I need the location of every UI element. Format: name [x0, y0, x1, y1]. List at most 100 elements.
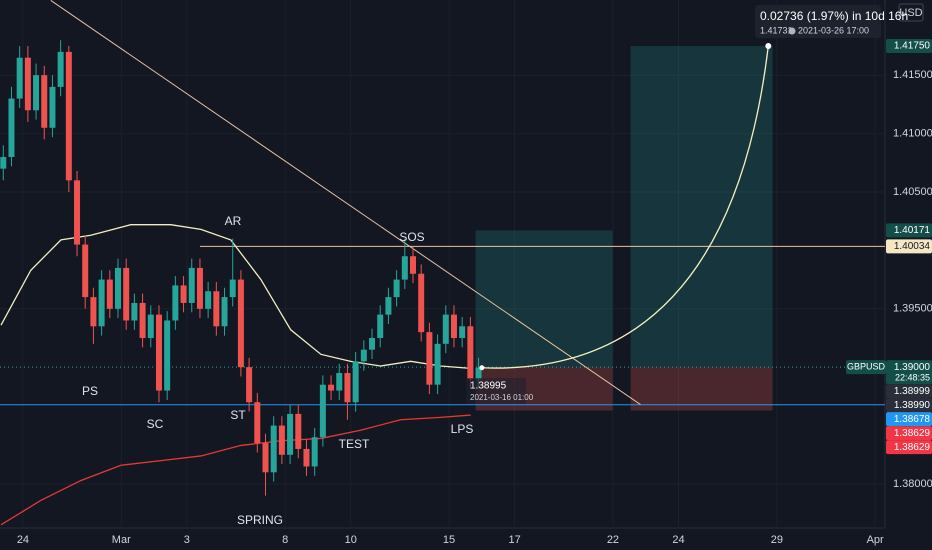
price-label-box — [886, 223, 932, 238]
candle-body — [254, 402, 261, 444]
price-label: 1.39000 — [894, 362, 931, 373]
price-label: 1.40171 — [894, 225, 931, 236]
candle-body — [278, 425, 285, 455]
candle-body — [16, 57, 23, 99]
cursor-time: 2021-03-16 01:00 — [470, 393, 534, 402]
currency-box[interactable] — [898, 3, 924, 22]
candle-body — [328, 384, 335, 391]
x-tick-label: 24 — [672, 534, 684, 546]
price-label-box — [886, 398, 932, 413]
candle-body — [418, 273, 425, 333]
price-label-box — [886, 440, 932, 455]
candle-body — [57, 51, 64, 87]
candle-body — [295, 413, 302, 449]
candle-body — [33, 75, 40, 111]
wyckoff-label: TEST — [339, 437, 370, 451]
candle-body — [393, 279, 400, 298]
x-tick-label: 10 — [345, 534, 357, 546]
candle-body — [147, 314, 154, 338]
price-label-box — [886, 39, 932, 54]
symbol-box — [846, 360, 886, 375]
grid — [0, 0, 885, 528]
y-tick-label: 1.40500 — [893, 186, 932, 198]
candle-body — [172, 285, 179, 321]
price-label: 1.40034 — [894, 241, 931, 252]
wyckoff-label: AR — [225, 214, 242, 228]
candle-body — [336, 373, 343, 391]
price-label: 1.38999 — [894, 386, 931, 397]
projection-end — [765, 43, 772, 50]
price-label-box — [886, 426, 932, 441]
x-tick-label: 17 — [508, 534, 520, 546]
candle-body — [229, 279, 236, 298]
x-tick-label: 8 — [282, 534, 288, 546]
y-tick-label: 1.41500 — [893, 69, 932, 81]
price-label: 1.38629 — [894, 428, 931, 439]
x-tick-label: 29 — [771, 534, 783, 546]
price-label: 1.41750 — [894, 41, 931, 52]
plot: PS SC AR ST SPRING TEST SOS LPS 1.389952021-03-1… — [0, 0, 885, 527]
candle-body — [434, 343, 441, 385]
projection-curve — [481, 45, 769, 369]
candle-body — [467, 326, 474, 379]
candle-body — [205, 291, 212, 309]
candle-body — [82, 244, 89, 298]
wyckoff-label: SPRING — [237, 513, 283, 527]
clock-icon — [788, 27, 796, 35]
candle-body — [237, 279, 244, 368]
candle-body — [164, 320, 171, 391]
candle-body — [352, 361, 359, 403]
candle-body — [450, 314, 457, 338]
price-label: 1.38990 — [894, 400, 931, 411]
candle-body — [115, 267, 121, 309]
loss-zone — [630, 367, 773, 411]
candle-body — [319, 384, 326, 438]
candle-body — [377, 314, 384, 338]
candle-body — [131, 302, 138, 321]
candle-body — [196, 267, 203, 309]
candle-body — [24, 57, 31, 111]
price-label-box — [886, 384, 932, 399]
price-label: 1.38678 — [894, 414, 931, 425]
y-tick-label: 1.38000 — [893, 478, 932, 490]
candle-body — [360, 349, 367, 362]
candle-body — [410, 256, 416, 274]
x-tick-label: Apr — [867, 534, 884, 546]
x-tick-label: 15 — [443, 534, 455, 546]
wyckoff-label: ST — [230, 408, 246, 422]
measure-time: 2021-03-26 17:00 — [798, 25, 869, 35]
candle-body — [221, 297, 228, 327]
projection-start — [479, 365, 485, 371]
x-tick-label: 24 — [17, 534, 29, 546]
moving-average — [0, 414, 471, 526]
symbol-label: GBPUSD — [847, 362, 886, 372]
candle-body — [287, 413, 294, 455]
candle-body — [270, 425, 277, 473]
currency: USD — [899, 7, 922, 19]
candle-body — [155, 314, 162, 391]
candle-body — [106, 279, 113, 309]
candle-body — [385, 297, 392, 315]
wyckoff-label: SOS — [399, 230, 424, 244]
wyckoff-label: LPS — [451, 422, 474, 436]
candle-body — [49, 86, 56, 128]
price-label-box — [886, 360, 932, 385]
candle-body — [74, 180, 81, 245]
candle-body — [0, 156, 7, 169]
candle-body — [8, 98, 15, 157]
y-tick-label: 1.41000 — [893, 128, 932, 140]
candle-body — [188, 267, 195, 303]
measure-price: 1.41731 — [760, 25, 793, 35]
countdown: 22:48:35 — [895, 373, 930, 383]
wyckoff-label: SC — [147, 417, 164, 431]
profit-zone — [630, 46, 773, 368]
x-tick-label: 3 — [184, 534, 190, 546]
candle-body — [475, 367, 482, 379]
measure-box — [755, 5, 881, 38]
trendline — [50, 0, 641, 405]
candle-body — [98, 279, 105, 327]
axis: 1.38000 1.39500 1.40500 1.41000 1.41500 24 Mar… — [17, 39, 932, 546]
measure-change: 0.02736 (1.97%) in 10d 16h — [760, 9, 908, 23]
